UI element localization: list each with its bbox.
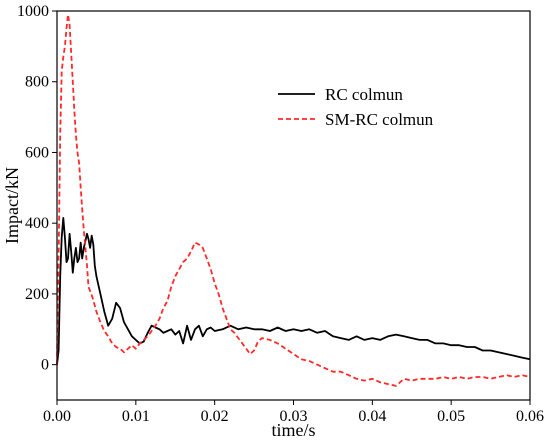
series-line-sm-rc bbox=[56, 13, 531, 387]
x-axis-label: time/s bbox=[272, 420, 316, 440]
legend-label-rc: RC colmun bbox=[325, 85, 403, 104]
y-tick-label: 0 bbox=[41, 357, 49, 374]
x-tick-label: 0.04 bbox=[358, 408, 386, 425]
x-tick-label: 0.03 bbox=[280, 408, 308, 425]
y-axis-label: Impact/kN bbox=[2, 167, 22, 244]
x-tick-label: 0.00 bbox=[43, 408, 71, 425]
x-tick-label: 0.06 bbox=[516, 408, 544, 425]
plot-area-frame bbox=[56, 10, 531, 401]
x-axis-ticks: 0.00 0.01 0.02 0.03 0.04 0.05 0.06 bbox=[43, 400, 544, 425]
x-tick-label: 0.05 bbox=[437, 408, 465, 425]
legend-label-sm-rc: SM-RC colmun bbox=[325, 110, 434, 129]
x-tick-label: 0.02 bbox=[201, 408, 229, 425]
series-line-rc bbox=[56, 217, 531, 365]
legend: RC colmun SM-RC colmun bbox=[278, 85, 434, 129]
y-tick-label: 600 bbox=[25, 144, 49, 161]
x-tick-label: 0.01 bbox=[122, 408, 150, 425]
y-axis-ticks: 0 200 400 600 800 1000 bbox=[17, 3, 57, 374]
y-tick-label: 1000 bbox=[17, 3, 49, 20]
y-tick-label: 800 bbox=[25, 74, 49, 91]
series-lines bbox=[56, 13, 531, 387]
y-tick-label: 200 bbox=[25, 286, 49, 303]
y-tick-label: 400 bbox=[25, 215, 49, 232]
